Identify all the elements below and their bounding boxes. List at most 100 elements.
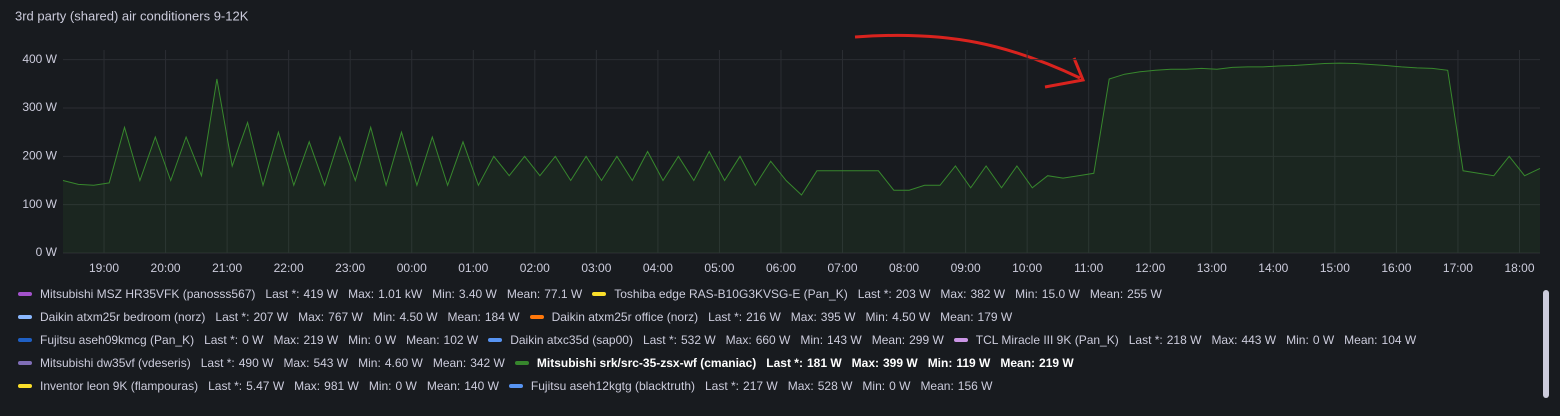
stat-value: 5.47 W [246,378,285,393]
stat-label: Min: [372,309,396,324]
legend-entry[interactable]: Mitsubishi MSZ HR35VFK (panosss567) Last … [18,287,582,301]
stat-value: 981 W [324,378,359,393]
stat-value: 443 W [1241,332,1277,347]
stat-value: 299 W [909,332,944,347]
x-tick-label: 01:00 [458,261,488,275]
stat-label: Min: [862,378,886,393]
legend-name: Daikin atxm25r bedroom (norz) [40,309,206,324]
legend: Mitsubishi MSZ HR35VFK (panosss567) Last … [18,282,1528,397]
stat-label: Min: [368,378,392,393]
stat-value: 0 W [242,332,264,347]
legend-entry[interactable]: Mitsubishi dw35vf (vdeseris) Last *: 490 W… [18,356,505,370]
legend-name: Toshiba edge RAS-B10G3KVSG-E (Pan_K) [614,286,848,301]
stat-value: 143 W [827,332,862,347]
legend-row: Fujitsu aseh09kmcg (Pan_K) Last *: 0 W Max:… [18,328,1528,351]
area [63,63,1540,253]
legend-entry[interactable]: Daikin atxc35d (sap00) Last *: 532 W Max: 66… [488,333,944,347]
legend-stat: Last *: 203 W [858,287,931,301]
legend-entry[interactable]: Daikin atxm25r office (norz) Last *: 216 W… [529,309,1012,324]
legend-stat: Last *: 181 W [766,356,841,370]
legend-stat: Mean: 342 W [433,356,505,370]
stat-value: 399 W [883,355,918,370]
stat-label: Mean: [432,355,467,370]
x-tick-label: 06:00 [766,261,796,275]
stat-value: 181 W [806,355,842,370]
annotation-arrow [854,33,1081,80]
y-tick-label: 0 W [36,245,58,259]
legend-stat: Min: 4.50 W [865,310,930,324]
y-tick-label: 300 W [22,100,57,114]
stat-value: 528 W [817,378,853,393]
stat-label: Mean: [506,286,541,301]
chart-title: 3rd party (shared) air conditioners 9-12… [15,8,249,23]
legend-entry[interactable]: Mitsubishi srk/src-35-zsx-wf (cmaniac) La… [514,355,1074,370]
stat-value: 255 W [1127,286,1162,301]
legend-entry[interactable]: Fujitsu aseh09kmcg (Pan_K) Last *: 0 W Max:… [18,333,478,347]
stat-value: 104 W [1381,332,1417,347]
legend-entry[interactable]: Toshiba edge RAS-B10G3KVSG-E (Pan_K) Last… [592,287,1162,301]
legend-stat: Min: 15.0 W [1015,287,1080,301]
legend-swatch [953,337,968,342]
legend-entry[interactable]: Daikin atxm25r bedroom (norz) Last *: 207 … [18,310,520,324]
stat-label: Mean: [1089,286,1124,301]
legend-stat: Min: 4.60 W [358,356,423,370]
stat-label: Max: [940,286,967,301]
stat-label: Last *: [642,332,677,347]
legend-stat: Last *: 0 W [204,333,263,347]
stat-label: Last *: [200,355,235,370]
x-tick-label: 09:00 [951,261,981,275]
x-tick-label: 17:00 [1443,261,1473,275]
stat-value: 532 W [680,332,716,347]
stat-label: Last *: [265,286,300,301]
stat-value: 382 W [970,286,1006,301]
stat-value: 0 W [395,378,417,393]
legend-name: Daikin atxc35d (sap00) [510,332,633,347]
stat-label: Min: [358,355,381,370]
x-tick-label: 20:00 [151,261,181,275]
legend-swatch [18,337,32,342]
legend-name: Mitsubishi MSZ HR35VFK (panosss567) [40,286,256,301]
stat-label: Max: [348,286,375,301]
stat-label: Max: [725,332,752,347]
stat-value: 0 W [1312,332,1335,347]
legend-stat: Mean: 179 W [940,310,1012,324]
legend-row: Mitsubishi MSZ HR35VFK (panosss567) Last … [18,282,1528,305]
stat-value: 660 W [755,332,791,347]
stat-label: Mean: [447,309,481,324]
x-tick-label: 14:00 [1258,261,1288,275]
stat-label: Last *: [215,309,250,324]
legend-stat: Max: 219 W [273,333,338,347]
stat-label: Min: [1015,286,1038,301]
y-tick-label: 200 W [22,149,57,163]
legend-stat: Max: 1.01 kW [348,287,422,301]
stat-label: Min: [800,332,824,347]
legend-stat: Max: 382 W [940,287,1005,301]
legend-stat: Mean: 219 W [1000,356,1073,370]
legend-entry[interactable]: Inventor leon 9K (flampouras) Last *: 5.47… [18,379,499,393]
x-tick-label: 11:00 [1074,261,1103,275]
stat-label: Min: [348,332,371,347]
legend-swatch [18,383,32,388]
stat-value: 207 W [253,309,289,324]
legend-swatch [592,291,607,296]
scrollbar[interactable] [1543,290,1549,398]
stat-label: Mean: [940,309,974,324]
legend-swatch [18,291,32,296]
legend-name: Daikin atxm25r office (norz) [551,309,699,324]
y-tick-label: 100 W [22,197,57,211]
legend-entry[interactable]: Fujitsu aseh12kgtg (blacktruth) Last *: 21… [508,378,992,393]
legend-stat: Min: 0 W [369,379,417,393]
x-tick-label: 05:00 [704,261,734,275]
x-tick-label: 08:00 [889,261,919,275]
legend-stat: Mean: 156 W [920,379,992,393]
stat-label: Max: [298,309,325,324]
legend-stat: Min: 119 W [928,356,991,370]
stat-label: Max: [787,378,814,393]
stat-label: Max: [283,355,310,370]
stat-label: Last *: [1128,332,1163,347]
stat-label: Max: [273,332,300,347]
stat-label: Last *: [208,378,243,393]
legend-entry[interactable]: TCL Miracle III 9K (Pan_K) Last *: 218 W Ma… [953,332,1417,347]
legend-stat: Min: 4.50 W [373,310,438,324]
legend-stat: Min: 0 W [1286,333,1334,347]
